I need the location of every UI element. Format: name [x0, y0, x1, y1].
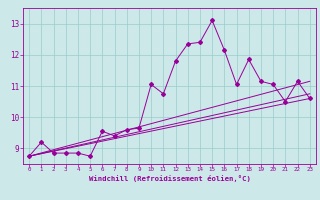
X-axis label: Windchill (Refroidissement éolien,°C): Windchill (Refroidissement éolien,°C) — [89, 175, 250, 182]
